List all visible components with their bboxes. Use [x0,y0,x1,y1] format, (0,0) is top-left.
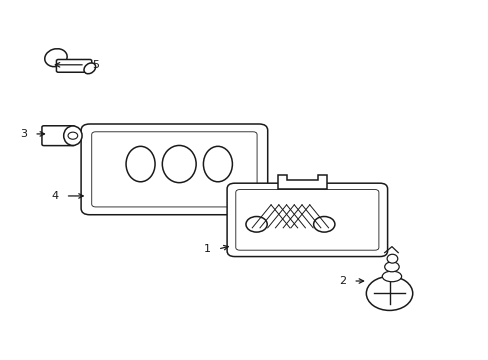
FancyBboxPatch shape [42,126,75,145]
Ellipse shape [84,63,96,74]
Ellipse shape [384,262,398,272]
Ellipse shape [126,146,155,182]
FancyBboxPatch shape [235,190,378,250]
Text: 1: 1 [203,244,210,254]
Text: 4: 4 [51,191,58,201]
Text: 2: 2 [338,276,346,286]
Text: 5: 5 [92,60,99,70]
Ellipse shape [45,49,67,67]
Ellipse shape [46,127,60,144]
FancyBboxPatch shape [92,132,257,207]
Ellipse shape [63,127,77,144]
Ellipse shape [386,254,397,263]
FancyBboxPatch shape [56,59,92,72]
Ellipse shape [162,145,196,183]
Ellipse shape [382,271,401,282]
Ellipse shape [203,146,232,182]
Ellipse shape [63,126,82,145]
FancyBboxPatch shape [226,183,387,257]
Text: 3: 3 [20,129,27,139]
Ellipse shape [55,127,68,144]
Polygon shape [278,175,326,189]
FancyBboxPatch shape [81,124,267,215]
